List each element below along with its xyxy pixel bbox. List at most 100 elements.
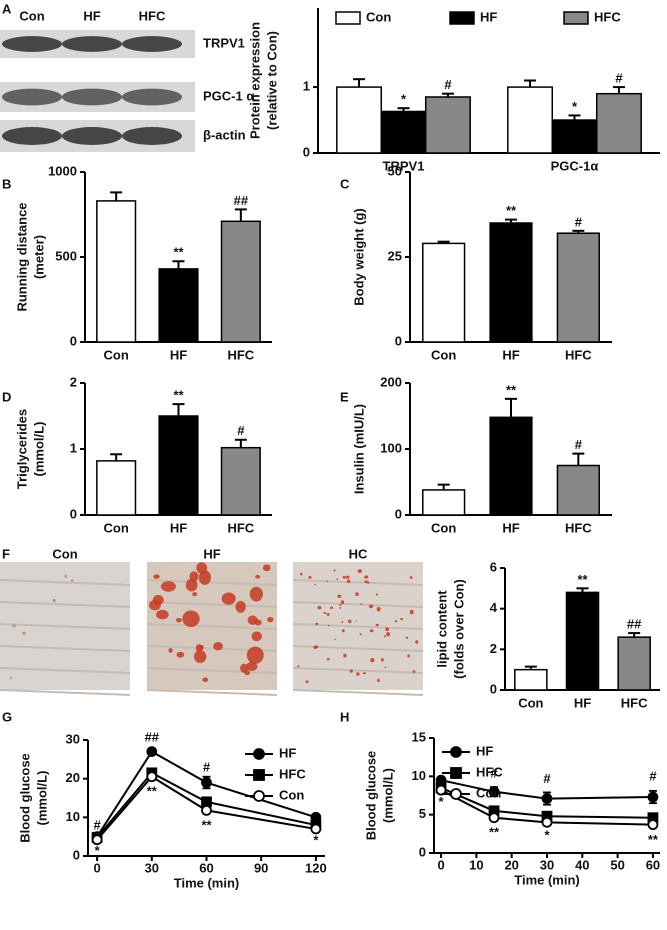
fiber-streak [0, 579, 131, 586]
lipid-droplet [313, 645, 317, 650]
x-tick-label: HF [170, 347, 187, 362]
y-tick-label: 1 [303, 79, 310, 94]
legend-swatch [449, 11, 475, 25]
lipid-droplet [348, 619, 352, 624]
lane-label: HF [83, 8, 100, 23]
significance-mark: # [203, 759, 211, 774]
lipid-droplet [182, 610, 200, 627]
y-tick-label: 0 [70, 333, 77, 348]
blot-band [122, 127, 182, 145]
panel-letter: B [2, 176, 11, 191]
lipid-droplet [195, 644, 203, 652]
lipid-droplet [326, 613, 330, 616]
marker [541, 816, 553, 828]
lipid-droplet [196, 562, 208, 574]
lipid-droplet [326, 657, 330, 661]
blot-band [122, 88, 182, 106]
y-tick-label: 30 [66, 731, 80, 746]
significance-mark: # [490, 765, 498, 780]
significance-mark: ** [489, 825, 500, 840]
x-tick-label: Con [431, 347, 456, 362]
x-tick-label: HFC [227, 520, 254, 535]
significance-mark: # [444, 77, 452, 92]
lipid-droplet [297, 665, 300, 668]
lipid-droplet [355, 620, 358, 622]
x-axis-label: Time (min) [174, 875, 240, 890]
lipid-droplet [367, 581, 370, 584]
x-tick-label: HFC [565, 347, 592, 362]
y-tick-label: 0 [70, 506, 77, 521]
bar [556, 232, 600, 343]
significance-mark: * [313, 833, 319, 848]
lipid-droplet [334, 639, 337, 641]
x-tick-label: 90 [254, 860, 268, 875]
blot-band [2, 127, 62, 145]
y-axis-label: Protein expression [247, 22, 262, 139]
lipid-droplet [412, 670, 416, 673]
fiber-streak [146, 601, 278, 608]
lipid-droplet [235, 600, 246, 613]
bar [158, 268, 199, 343]
marker [201, 804, 212, 816]
x-axis-label: Time (min) [514, 872, 580, 887]
y-tick-label: 2 [490, 641, 497, 656]
x-tick-label: 20 [504, 857, 518, 872]
blot-band [62, 88, 122, 106]
marker [146, 771, 158, 783]
lipid-droplet [221, 592, 236, 605]
y-tick-label: 1 [70, 440, 77, 455]
lipid-droplet [240, 663, 248, 673]
marker [488, 786, 500, 798]
lipid-droplet [407, 654, 411, 658]
panel-letter: E [340, 389, 349, 404]
lipid-droplet [369, 629, 374, 633]
bar [489, 222, 533, 343]
lipid-droplet [193, 650, 207, 663]
x-tick-label: HF [170, 520, 187, 535]
x-tick-label: 30 [540, 857, 554, 872]
lipid-droplet [339, 606, 342, 609]
lipid-droplet [345, 575, 350, 579]
blot-band [2, 88, 62, 106]
y-tick-label: 1000 [48, 163, 77, 178]
significance-mark: ** [506, 382, 517, 397]
fiber-streak [292, 623, 424, 630]
marker [450, 767, 462, 779]
bar [617, 636, 651, 691]
lipid-droplet [362, 672, 366, 675]
lipid-droplet [176, 651, 185, 658]
significance-mark: # [575, 437, 583, 452]
x-tick-label: Con [104, 347, 129, 362]
lipid-droplet [349, 669, 353, 673]
lipid-droplet [364, 580, 368, 584]
significance-mark: # [543, 771, 551, 786]
lipid-droplet [415, 640, 419, 644]
bar [220, 446, 261, 516]
fiber-streak [146, 667, 278, 674]
significance-mark: # [237, 423, 245, 438]
blot-band [122, 36, 182, 52]
micrograph-label: HF [203, 546, 220, 561]
lipid-droplet [400, 618, 404, 621]
series-line [440, 786, 653, 819]
significance-mark: ** [201, 817, 212, 832]
significance-mark: * [572, 99, 578, 114]
x-tick-label: TRPV1 [383, 158, 425, 173]
lipid-droplet [337, 594, 342, 598]
micrograph-label: HC [349, 546, 368, 561]
bar [96, 460, 137, 516]
lipid-droplet [384, 666, 387, 669]
legend-label: Con [279, 787, 304, 802]
series-line [440, 779, 653, 800]
marker [201, 777, 212, 788]
lipid-droplet [314, 583, 317, 586]
lipid-droplet [360, 603, 363, 605]
lipid-droplet [189, 571, 199, 582]
y-tick-label: 100 [380, 440, 402, 455]
significance-mark: # [93, 817, 101, 832]
lipid-droplet [317, 605, 322, 610]
lipid-droplet [198, 570, 212, 585]
lipid-droplet [343, 653, 347, 658]
y-tick-label: 0 [73, 847, 80, 862]
